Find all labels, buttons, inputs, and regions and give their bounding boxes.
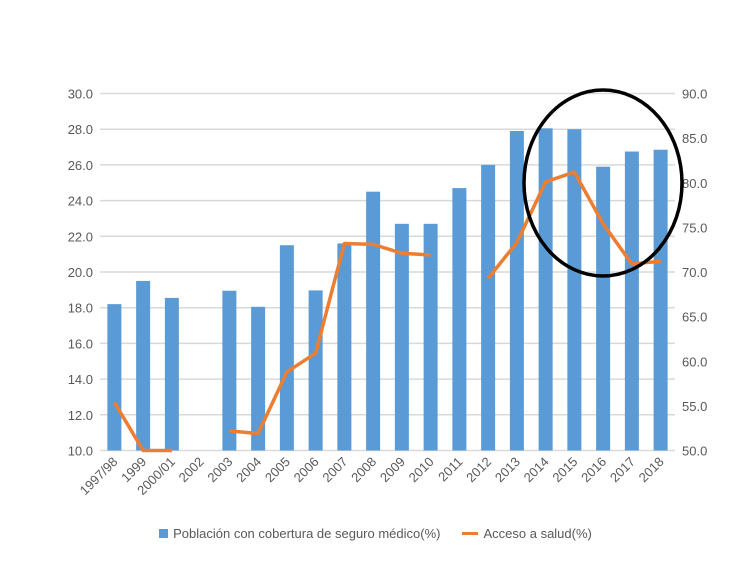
x-tick-label: 2018 [636, 454, 667, 485]
x-tick-label: 2002 [176, 454, 207, 485]
bar [596, 166, 611, 451]
x-tick-label: 2014 [521, 454, 552, 485]
x-tick-label: 2005 [262, 454, 293, 485]
x-tick-label: 2016 [578, 454, 609, 485]
x-tick-label: 2004 [233, 454, 264, 485]
left-tick-label: 14.0 [68, 372, 93, 387]
bar [107, 304, 122, 451]
x-tick-label: 2015 [549, 454, 580, 485]
legend-label-coverage: Población con cobertura de seguro médico… [173, 526, 441, 541]
legend-swatch-bar [159, 529, 169, 538]
x-tick-label: 2010 [406, 454, 437, 485]
bar [251, 306, 266, 451]
right-tick-label: 65.0 [682, 310, 707, 325]
left-tick-label: 30.0 [68, 87, 93, 102]
left-tick-label: 28.0 [68, 122, 93, 137]
left-tick-label: 24.0 [68, 194, 93, 209]
annotation-ellipse [522, 88, 684, 278]
x-tick-label: 2013 [492, 454, 523, 485]
bar [481, 164, 496, 451]
legend-label-access: Acceso a salud(%) [483, 526, 592, 541]
bar [308, 290, 323, 451]
right-tick-label: 75.0 [682, 220, 707, 235]
bar [538, 128, 553, 451]
bar [164, 297, 179, 451]
left-tick-label: 10.0 [68, 444, 93, 459]
right-tick-label: 55.0 [682, 399, 707, 414]
chart: 10.0 12.0 14.0 16.0 18.0 20.0 22.0 24.0 26.0 28.0… [68, 87, 708, 498]
x-tick-label: 2003 [204, 454, 235, 485]
bar [653, 149, 668, 451]
x-tick-label: 1997/98 [77, 454, 121, 498]
bar [509, 130, 524, 451]
bar [136, 280, 151, 451]
legend-item-coverage: Población con cobertura de seguro médico… [159, 526, 440, 541]
bar [624, 151, 639, 451]
right-tick-label: 80.0 [682, 176, 707, 191]
legend-swatch-line [462, 532, 479, 535]
bar [337, 243, 352, 451]
bar [394, 223, 409, 451]
x-tick-label: 2012 [463, 454, 494, 485]
bar [222, 290, 237, 451]
right-tick-label: 85.0 [682, 131, 707, 146]
bar [452, 188, 467, 451]
bar [423, 223, 438, 451]
bar [366, 191, 381, 451]
x-tick-label: 2009 [377, 454, 408, 485]
legend: Población con cobertura de seguro médico… [0, 526, 751, 541]
right-tick-label: 70.0 [682, 265, 707, 280]
x-tick-label: 2006 [291, 454, 322, 485]
left-tick-label: 16.0 [68, 336, 93, 351]
left-tick-label: 20.0 [68, 265, 93, 280]
legend-item-access: Acceso a salud(%) [462, 526, 592, 541]
left-tick-label: 22.0 [68, 229, 93, 244]
x-tick-label: 2017 [607, 454, 638, 485]
x-tick-label: 2008 [348, 454, 379, 485]
right-tick-label: 90.0 [682, 87, 707, 102]
left-tick-label: 12.0 [68, 408, 93, 423]
left-tick-label: 18.0 [68, 301, 93, 316]
right-tick-label: 60.0 [682, 354, 707, 369]
x-tick-label: 2007 [319, 454, 350, 485]
left-tick-label: 26.0 [68, 158, 93, 173]
bar [279, 245, 294, 451]
bar [567, 129, 582, 451]
x-tick-label: 2011 [435, 454, 465, 484]
right-tick-label: 50.0 [682, 444, 707, 459]
line-segment [229, 241, 431, 436]
